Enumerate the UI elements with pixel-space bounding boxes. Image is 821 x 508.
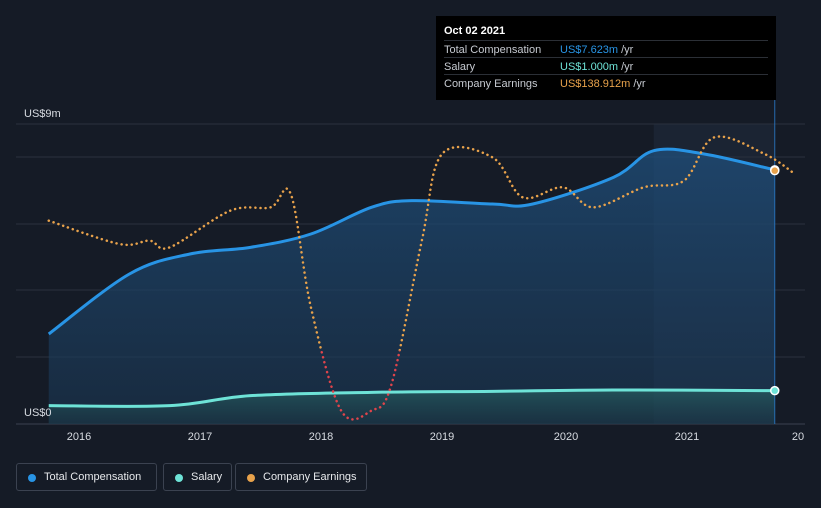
tooltip-value: US$138.912m/yr [560,78,646,90]
tooltip-row-earnings: Company Earnings US$138.912m/yr [444,74,768,92]
tooltip-label: Salary [444,61,476,73]
total-compensation-area [48,149,775,424]
x-tick-label: 2021 [675,431,699,443]
legend-item-total-compensation[interactable]: Total Compensation [16,463,157,491]
legend-item-salary[interactable]: Salary [163,463,232,491]
legend-item-company-earnings[interactable]: Company Earnings [235,463,367,491]
tooltip-row-salary: Salary US$1.000m/yr [444,57,768,75]
company-earnings-line [47,135,797,351]
tooltip-label: Company Earnings [444,78,538,90]
y-tick-label-min: US$0 [24,407,52,419]
tooltip: Oct 02 2021 Total Compensation US$7.623m… [436,16,776,100]
tooltip-value: US$7.623m/yr [560,44,634,56]
tooltip-row-total: Total Compensation US$7.623m/yr [444,40,768,58]
legend-dot [175,474,183,482]
tooltip-value: US$1.000m/yr [560,61,634,73]
salary-marker [770,385,780,396]
company-earnings-marker [770,165,780,176]
legend-label: Total Compensation [44,471,142,483]
x-tick-label: 20 [792,431,804,443]
x-tick-label: 2018 [309,431,333,443]
tooltip-label: Total Compensation [444,44,542,56]
x-tick-label: 2016 [67,431,91,443]
legend-label: Salary [191,471,223,483]
legend-dot [247,474,255,482]
total-compensation-line [47,147,776,336]
x-tick-label: 2017 [188,431,212,443]
tooltip-date: Oct 02 2021 [444,25,506,37]
y-tick-label-max: US$9m [24,108,61,120]
x-tick-label: 2019 [430,431,454,443]
legend-label: Company Earnings [263,471,357,483]
legend-dot [28,474,36,482]
x-tick-label: 2020 [554,431,578,443]
salary-line [48,388,775,408]
